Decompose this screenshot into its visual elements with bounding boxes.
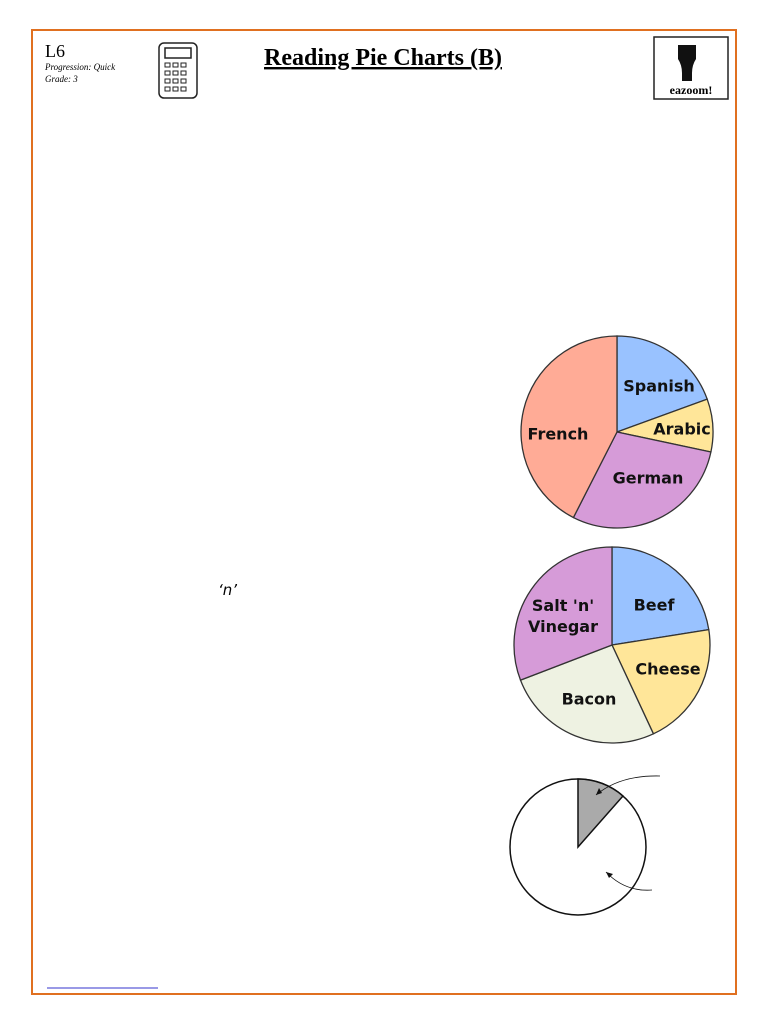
progression: Progression: Quick: [44, 62, 116, 72]
pie: Beef Cheese Bacon Salt 'n' Vinegar: [513, 546, 711, 744]
pie-slice: [611, 546, 710, 646]
calculator-icon: [158, 42, 198, 99]
slice-label: French: [528, 425, 589, 444]
pie-slice: [513, 546, 613, 681]
slice-label: Cheese: [635, 660, 700, 679]
pie-slice: [572, 431, 712, 529]
pie-slice: [520, 335, 618, 519]
slice-label: Arabic: [653, 420, 711, 439]
page-border: [31, 29, 737, 995]
pie-slice: [519, 644, 655, 744]
level: L6: [45, 41, 65, 61]
slice-label: Beef: [634, 596, 676, 615]
pie-slice: [611, 628, 711, 735]
grade: Grade: 3: [45, 74, 78, 84]
pie-charts: Spanish Arabic German French Beef Cheese Bacon…: [513, 335, 714, 744]
logo: eazoom!: [653, 36, 729, 100]
slice-label: German: [613, 469, 684, 488]
slice-label: Spanish: [623, 377, 695, 396]
title: Reading Pie Charts (B): [264, 45, 502, 71]
slice-label: Vinegar: [528, 617, 598, 636]
slice-label: Bacon: [562, 690, 617, 709]
pie: Spanish Arabic German French: [520, 335, 714, 529]
note: ‘n’: [218, 581, 237, 599]
pie-blank: [509, 775, 661, 916]
pie-slice: [616, 335, 709, 433]
slice-label: Salt 'n': [532, 596, 594, 615]
logo-text: eazoom!: [670, 83, 713, 97]
